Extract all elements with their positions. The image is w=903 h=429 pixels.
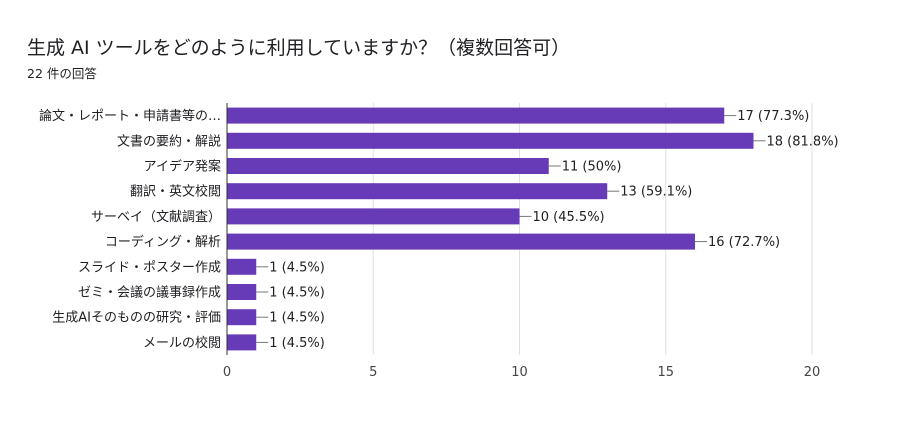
data-label: 17 (77.3%): [737, 109, 809, 124]
bar: [227, 107, 725, 124]
category-label: 論文・レポート・申請書等の…: [39, 108, 221, 124]
data-label: 10 (45.5%): [533, 210, 605, 225]
bar: [227, 258, 257, 275]
x-tick-label: 0: [223, 365, 231, 380]
data-label: 13 (59.1%): [620, 185, 692, 200]
data-label: 1 (4.5%): [269, 336, 325, 351]
x-tick-label: 10: [511, 365, 528, 380]
data-label: 1 (4.5%): [269, 286, 325, 301]
bar: [227, 309, 257, 326]
category-label: メールの校閲: [143, 335, 221, 351]
data-label: 11 (50%): [562, 160, 622, 175]
category-label: 文書の要約・解説: [117, 133, 221, 149]
category-label: 翻訳・英文校閲: [130, 184, 221, 200]
category-label: サーベイ（文献調査）: [91, 210, 221, 225]
data-label: 18 (81.8%): [767, 134, 839, 149]
data-label: 1 (4.5%): [269, 311, 325, 326]
bar: [227, 158, 549, 174]
bar: [227, 183, 608, 200]
bar: [227, 208, 520, 225]
x-tick-label: 20: [804, 365, 821, 380]
data-label: 16 (72.7%): [708, 235, 780, 250]
category-label: ゼミ・会議の議事録作成: [78, 286, 221, 301]
response-count: 22 件の回答: [27, 66, 97, 81]
category-label: スライド・ポスター作成: [78, 260, 221, 275]
category-label: 生成AIそのものの研究・評価: [52, 311, 221, 326]
category-label: アイデア発案: [144, 159, 221, 175]
chart-title: 生成 AI ツールをどのように利用していますか？（複数回答可）: [27, 37, 571, 59]
bar: [227, 284, 257, 300]
x-tick-label: 5: [369, 365, 377, 380]
bar: [227, 233, 695, 250]
category-label: コーディング・解析: [105, 234, 221, 250]
x-tick-label: 15: [657, 365, 674, 380]
data-label: 1 (4.5%): [269, 260, 325, 275]
bar: [227, 334, 257, 351]
bar: [227, 132, 754, 149]
